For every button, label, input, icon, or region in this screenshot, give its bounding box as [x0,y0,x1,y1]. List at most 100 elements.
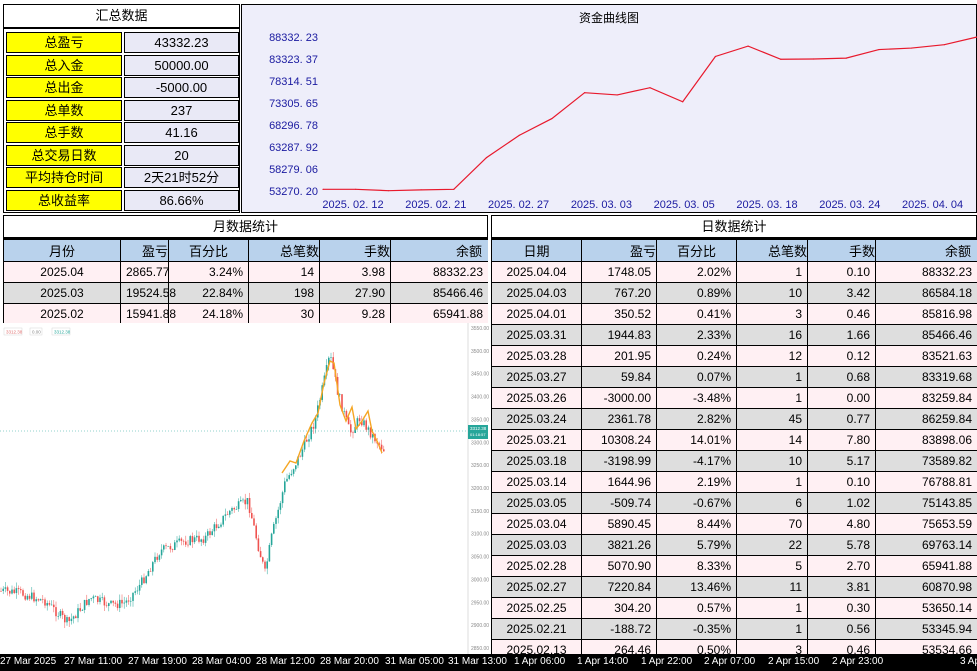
daily-cell: 2025.04.03 [491,282,582,304]
candle-body [361,421,363,426]
table-row[interactable]: 2025.04.04 1748.05 2.02% 1 0.10 88332.23 [491,261,977,283]
table-row[interactable]: 2025.03.03 3821.26 5.79% 22 5.78 69763.14 [491,534,977,556]
daily-header-cell[interactable]: 日期 [491,239,582,262]
daily-cell: 0.46 [807,303,876,325]
candle-body [257,538,260,552]
daily-cell: 69763.14 [875,534,977,556]
monthly-header-cell[interactable]: 手数 [319,239,391,262]
daily-cell: 2025.03.18 [491,450,582,472]
candle-body [215,524,218,529]
daily-cell: 10308.24 [581,429,657,451]
daily-stats-panel: 日数据统计 日期 盈亏 百分比 总笔数 手数 余额 2025.04.04 1748.05 2.… [491,215,977,655]
daily-header-cell[interactable]: 盈亏 [581,239,657,262]
daily-cell: 53650.14 [875,597,977,619]
price-y-tick: 3500.00 [471,349,489,355]
table-row[interactable]: 2025.03.18 -3198.99 -4.17% 10 5.17 73589.82 [491,450,977,472]
daily-cell: 1 [736,618,808,640]
daily-cell: 2025.03.21 [491,429,582,451]
summary-value: 2天21时52分 [124,167,239,188]
monthly-cell: 3.24% [168,261,249,283]
daily-cell: 1 [736,261,808,283]
table-row[interactable]: 2025.03.04 5890.45 8.44% 70 4.80 75653.59 [491,513,977,535]
monthly-cell: 2025.04 [3,261,121,283]
daily-cell: 1 [736,597,808,619]
time-axis-label: 28 Mar 20:00 [320,656,379,667]
daily-cell: -3.48% [656,387,737,409]
candle-body [367,427,370,430]
price-candlestick-svg[interactable]: 3550.00 3500.00 3450.00 3400.00 3350.00 3300.… [0,323,490,654]
candle-body [79,608,81,611]
equity-x-tick: 2025. 04. 04 [902,199,963,211]
summary-row: 总交易日数 20 [6,144,239,166]
summary-label: 总收益率 [6,189,122,211]
candle-body [226,514,229,516]
candle-body [339,394,341,395]
candle-body [35,599,37,602]
daily-cell: 3.42 [807,282,876,304]
daily-cell: 2025.02.25 [491,597,582,619]
monthly-header-cell[interactable]: 余额 [390,239,488,262]
price-y-tick: 2950.00 [471,600,489,606]
daily-cell: 8.44% [656,513,737,535]
table-row[interactable]: 2025.03.05 -509.74 -0.67% 6 1.02 75143.85 [491,492,977,514]
candle-body [20,589,22,591]
table-row[interactable]: 2025.02.27 7220.84 13.46% 11 3.81 60870.98 [491,576,977,598]
price-y-tick: 3050.00 [471,555,489,561]
monthly-cell: 3.98 [319,261,391,283]
table-row[interactable]: 2025.03.24 2361.78 2.82% 45 0.77 86259.84 [491,408,977,430]
daily-cell: 264.46 [581,639,657,655]
daily-header-cell[interactable]: 手数 [807,239,876,262]
table-row[interactable]: 2025.04 2865.77 3.24% 14 3.98 88332.23 [3,261,488,283]
equity-point [845,57,847,59]
monthly-header-cell[interactable]: 百分比 [168,239,249,262]
table-row[interactable]: 2025.03.31 1944.83 2.33% 16 1.66 85466.46 [491,324,977,346]
candle-body [182,540,185,542]
table-row[interactable]: 2025.03.28 201.95 0.24% 12 0.12 83521.63 [491,345,977,367]
daily-header-cell[interactable]: 百分比 [656,239,737,262]
daily-cell: 76788.81 [875,471,977,493]
monthly-header-cell[interactable]: 月份 [3,239,121,262]
table-row[interactable]: 2025.04.03 767.20 0.89% 10 3.42 86584.18 [491,282,977,304]
monthly-stats-table: 月份 盈亏 百分比 总笔数 手数 余额 2025.04 2865.77 3.24% 14 3.98… [3,239,488,323]
price-y-tick: 2900.00 [471,623,489,629]
price-chart[interactable]: 3550.00 3500.00 3450.00 3400.00 3350.00 3300.… [0,323,490,654]
table-row[interactable]: 2025.03.21 10308.24 14.01% 14 7.80 83898.06 [491,429,977,451]
candle-body [233,507,235,510]
monthly-cell: 27.90 [319,282,391,304]
table-row[interactable]: 2025.03.27 59.84 0.07% 1 0.68 83319.68 [491,366,977,388]
candle-body [244,499,246,505]
daily-cell: 2025.04.01 [491,303,582,325]
table-row[interactable]: 2025.03.26 -3000.00 -3.48% 1 0.00 83259.84 [491,387,977,409]
daily-header-cell[interactable]: 余额 [875,239,977,262]
monthly-header-cell[interactable]: 盈亏 [120,239,169,262]
monthly-header-cell[interactable]: 总笔数 [248,239,320,262]
daily-cell: 2025.03.31 [491,324,582,346]
price-legend-text: 0.00 [32,330,41,335]
table-row[interactable]: 2025.02.13 264.46 0.50% 3 0.46 53534.66 [491,639,977,655]
summary-value: 20 [124,144,239,166]
equity-x-tick: 2025. 03. 24 [819,199,880,211]
equity-y-tick: 83323. 37 [269,54,318,66]
candle-body [222,515,224,525]
table-row[interactable]: 2025.03 19524.58 22.84% 198 27.90 85466.46 [3,282,488,304]
table-row[interactable]: 2025.02.25 304.20 0.57% 1 0.30 53650.14 [491,597,977,619]
monthly-cell: 2025.02 [3,303,121,323]
candle-body [158,555,161,560]
candle-body [264,561,266,569]
table-row[interactable]: 2025.03.14 1644.96 2.19% 1 0.10 76788.81 [491,471,977,493]
daily-cell: 2025.03.26 [491,387,582,409]
daily-cell: 83259.84 [875,387,977,409]
daily-header-cell[interactable]: 总笔数 [736,239,808,262]
candle-body [141,577,143,585]
candle-body [86,599,88,605]
summary-row: 总入金 50000.00 [6,54,239,76]
table-row[interactable]: 2025.02 15941.88 24.18% 30 9.28 65941.88 [3,303,488,323]
table-row[interactable]: 2025.02.21 -188.72 -0.35% 1 0.56 53345.94 [491,618,977,640]
price-legend-text: 3312.38 [54,330,71,335]
monthly-cell: 2025.03 [3,282,121,304]
monthly-cell: 9.28 [319,303,391,323]
table-row[interactable]: 2025.02.28 5070.90 8.33% 5 2.70 65941.88 [491,555,977,577]
candle-body [297,456,299,466]
candle-body [108,603,110,606]
table-row[interactable]: 2025.04.01 350.52 0.41% 3 0.46 85816.98 [491,303,977,325]
